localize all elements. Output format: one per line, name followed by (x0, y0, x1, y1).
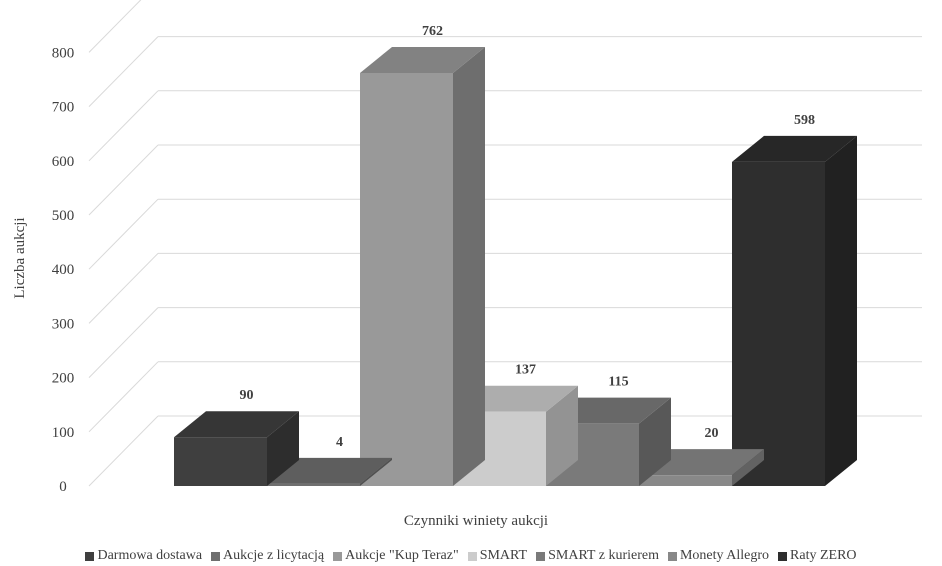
legend-swatch (211, 551, 221, 561)
legend-label: SMART z kurierem (548, 548, 659, 563)
y-tick-label: 200 (52, 371, 75, 387)
y-tick-label: 300 (52, 316, 75, 332)
bar-front (267, 483, 360, 486)
bars (174, 46, 857, 486)
bar-front (639, 475, 732, 486)
bar-top (174, 411, 299, 438)
legend-item: Monety Allegro (667, 548, 770, 564)
gridline-wall (88, 0, 142, 53)
legend-label: Aukcje "Kup Teraz" (345, 548, 459, 563)
y-axis-title: Liczba aukcji (12, 217, 28, 298)
legend-swatch (536, 551, 546, 561)
gridline-wall (88, 253, 159, 324)
data-label: 20 (705, 426, 719, 441)
legend-label: Aukcje z licytacją (223, 548, 325, 563)
bar (267, 457, 392, 486)
legend-swatch (85, 551, 95, 561)
legend-swatch (778, 551, 788, 561)
legend: Darmowa dostawa Aukcje z licytacją Aukcje … (0, 548, 942, 564)
gridline-wall (88, 307, 159, 378)
legend-item: Aukcje z licytacją (211, 548, 324, 564)
gridline-wall (88, 90, 159, 162)
data-label: 4 (336, 435, 343, 450)
legend-label: SMART (479, 548, 528, 563)
y-tick-label: 0 (59, 479, 67, 495)
bar (174, 411, 299, 486)
y-tick-label: 100 (52, 425, 75, 441)
data-label: 115 (608, 375, 628, 390)
y-tick-label: 800 (52, 45, 75, 61)
data-label: 598 (794, 113, 815, 128)
legend-item: Aukcje "Kup Teraz" (333, 548, 459, 564)
bar (360, 46, 485, 486)
gridline-wall (88, 415, 159, 487)
gridline-wall (88, 361, 159, 433)
bar-side (639, 397, 671, 486)
bar-front (174, 437, 267, 486)
legend-swatch (333, 551, 343, 561)
y-tick-labels: 0 100 200 300 400 500 600 700 800 (52, 45, 75, 495)
legend-item: SMART (467, 548, 528, 564)
bar-side (267, 411, 299, 486)
bar-top (360, 46, 485, 73)
bar-side (360, 457, 392, 486)
legend-item: SMART z kurierem (536, 548, 659, 564)
bar-side (825, 135, 857, 486)
y-tick-label: 700 (52, 100, 75, 116)
y-tick-label: 500 (52, 208, 75, 224)
y-tick-label: 400 (52, 262, 75, 278)
data-label: 90 (240, 388, 254, 403)
legend-swatch (467, 551, 477, 561)
bar-top (267, 457, 392, 484)
data-label: 762 (422, 24, 443, 39)
bar-side (546, 385, 578, 486)
x-axis-title: Czynniki winiety aukcji (404, 513, 548, 529)
legend-item: Raty ZERO (778, 548, 857, 564)
data-labels: 598 20 115 137 762 4 90 (240, 24, 816, 450)
legend-label: Darmowa dostawa (97, 548, 203, 563)
gridline-wall (88, 144, 159, 216)
legend-swatch (667, 551, 677, 561)
legend-item: Darmowa dostawa (85, 548, 202, 564)
data-label: 137 (515, 363, 536, 378)
legend-label: Monety Allegro (679, 548, 770, 563)
bar-front (360, 72, 453, 486)
bar-front (732, 161, 825, 486)
legend-label: Raty ZERO (790, 548, 857, 563)
bar-side (453, 46, 485, 486)
bar-side (732, 449, 764, 486)
gridline-wall (88, 198, 159, 270)
bar (732, 135, 857, 486)
y-tick-label: 600 (52, 154, 75, 170)
gridline-wall (88, 36, 159, 107)
bar-top (732, 135, 857, 162)
